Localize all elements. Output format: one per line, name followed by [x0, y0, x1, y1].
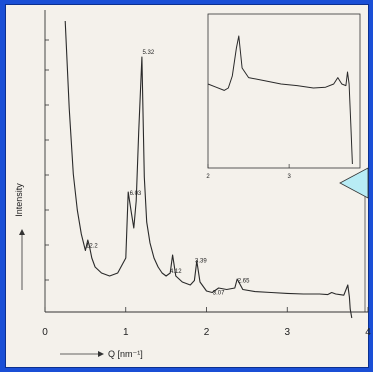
x-axis-title: Q [nm⁻¹] — [108, 349, 143, 359]
callout-pointer — [339, 167, 369, 199]
peak-label: 4.12 — [170, 269, 182, 275]
x-tick-label: 1 — [123, 327, 129, 338]
x-axis-arrowhead — [98, 351, 104, 357]
y-axis-arrowhead — [19, 229, 25, 235]
inset-series-line — [207, 35, 353, 165]
x-tick-label: 4 — [365, 327, 371, 338]
peak-label: 3.39 — [195, 259, 207, 265]
peak-label: 12.2 — [86, 244, 98, 250]
peak-label: 2.65 — [238, 279, 250, 285]
y-axis-title: Intensity — [14, 183, 24, 217]
peak-label: 5.32 — [143, 50, 155, 56]
peak-label: 3.07 — [213, 291, 225, 297]
main-chart: 0 1 2 3 412.26.035.324.123.393.072.65Q [nm⁻¹… — [14, 10, 371, 359]
inset-frame — [207, 13, 361, 169]
decorations — [19, 167, 369, 357]
inset-x-tick-label: 2 — [206, 174, 210, 180]
x-tick-label: 0 — [42, 327, 48, 338]
x-tick-label: 3 — [284, 327, 290, 338]
inset-x-tick-label: 3 — [287, 174, 291, 180]
peak-label: 6.03 — [130, 191, 142, 197]
intensity-series-line — [64, 20, 353, 319]
x-tick-label: 2 — [204, 327, 210, 338]
